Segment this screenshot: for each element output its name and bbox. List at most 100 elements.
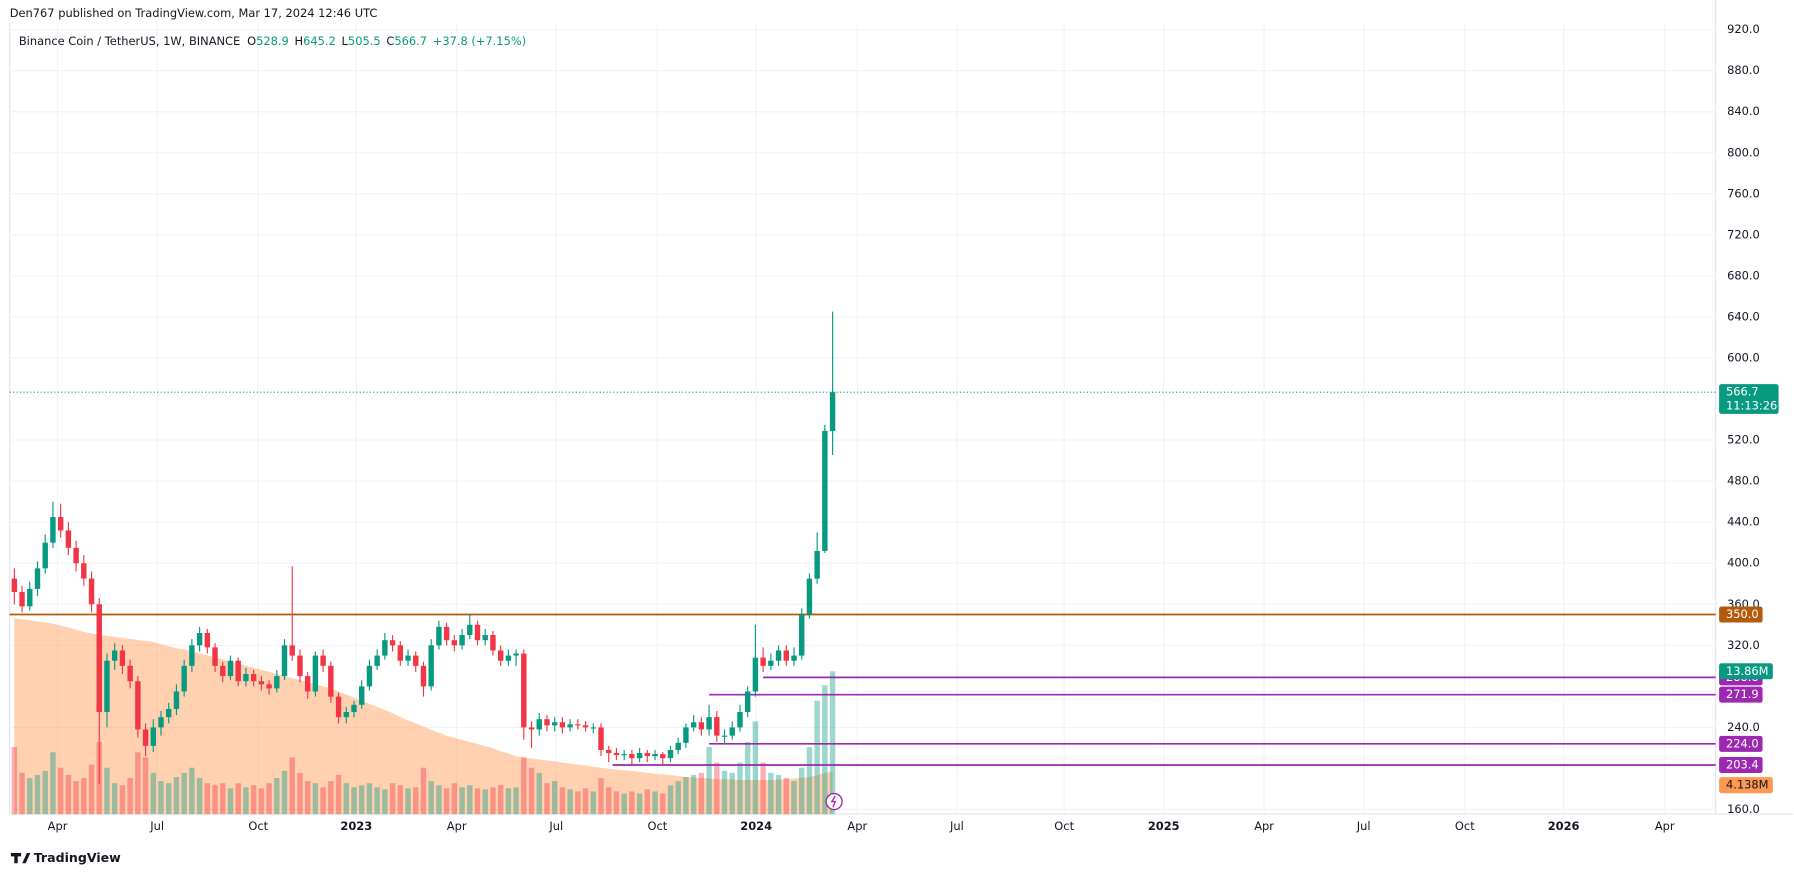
volume-pane	[11, 618, 836, 815]
candle-body	[127, 665, 133, 682]
candle-body	[57, 517, 64, 531]
y-tick-label: 880.0	[1727, 63, 1760, 77]
volume-bar	[675, 781, 681, 815]
legend: Binance Coin / TetherUS, 1W, BINANCE O528…	[19, 34, 526, 48]
volume-bar	[544, 783, 550, 815]
volume-bar	[582, 788, 589, 815]
candle-body	[366, 665, 373, 687]
candle-body	[660, 754, 666, 759]
volume-bar	[104, 767, 110, 815]
candle-body	[258, 681, 265, 685]
candle-body	[166, 708, 172, 718]
volume-bar	[181, 772, 187, 815]
candle-body	[606, 749, 612, 754]
volume-bar	[389, 783, 396, 815]
y-tick-label: 440.0	[1727, 515, 1760, 529]
volume-bar	[667, 785, 674, 815]
volume-bar	[690, 774, 697, 815]
x-tick-label: Apr	[1655, 819, 1675, 833]
candle-body	[212, 647, 218, 666]
level-label: 203.4	[1726, 757, 1759, 771]
candle-body	[551, 722, 558, 726]
candle-body	[96, 604, 102, 713]
volume-bar	[606, 787, 612, 815]
candle-body	[243, 674, 249, 682]
volume-tag	[1719, 663, 1773, 680]
candle-body	[513, 653, 519, 656]
icon-bolt	[830, 795, 837, 808]
candle-body	[173, 691, 180, 709]
candle-body	[405, 655, 411, 661]
volume-ma-tag	[1719, 777, 1773, 794]
y-tick-label: 240.0	[1727, 720, 1760, 734]
candle-body	[698, 722, 705, 730]
level-label: 224.0	[1726, 736, 1759, 750]
volume-bar	[729, 772, 735, 815]
level-label: 350.0	[1726, 607, 1759, 621]
volume-bar	[312, 783, 319, 815]
volume-bar	[189, 767, 195, 815]
volume-bar	[142, 757, 149, 815]
x-tick-label: 2024	[740, 819, 772, 833]
volume-bar	[111, 783, 118, 815]
volume-bar	[413, 787, 419, 815]
candle-body	[274, 676, 280, 689]
candle-body	[806, 578, 813, 615]
volume-bar	[698, 772, 705, 815]
volume-bar	[150, 772, 156, 815]
candle-body	[111, 650, 118, 661]
level-label: 271.9	[1726, 687, 1759, 701]
candle-body	[443, 626, 450, 641]
candle-body	[135, 681, 141, 730]
volume-bar	[806, 747, 813, 815]
volume-bar	[683, 777, 689, 815]
volume-bar	[474, 788, 481, 815]
x-tick-label: Oct	[647, 819, 667, 833]
volume-bar	[721, 770, 728, 815]
volume-bar	[791, 781, 797, 815]
volume-bar	[258, 788, 265, 815]
volume-bar	[451, 783, 458, 815]
volume-bar	[613, 791, 620, 815]
candle-body	[644, 753, 651, 757]
candle-body	[752, 657, 759, 692]
x-tick-label: Jul	[949, 819, 964, 833]
candle-body	[737, 712, 743, 728]
volume-bar	[135, 752, 141, 815]
y-tick-label: 840.0	[1727, 104, 1760, 118]
candle-body	[289, 645, 295, 656]
candle-body	[181, 665, 187, 692]
candle-body	[50, 517, 56, 543]
candle-body	[760, 657, 766, 666]
volume-bar	[297, 772, 303, 815]
volume-bar	[536, 772, 542, 815]
volume-bar	[744, 741, 751, 815]
volume-bar	[814, 700, 820, 815]
volume-bar	[559, 787, 566, 815]
c-value: 566.7	[394, 34, 427, 48]
volume-bar	[65, 774, 72, 815]
candle-body	[559, 722, 566, 728]
last-price-tag	[1719, 384, 1779, 414]
candle-body	[729, 727, 735, 736]
y-tick-label: 480.0	[1727, 474, 1760, 488]
candle-body	[783, 650, 789, 661]
candle-body	[482, 635, 488, 641]
candle-body	[374, 655, 380, 666]
volume-bar	[714, 762, 720, 815]
candle-body	[683, 727, 689, 743]
volume-bar	[220, 783, 226, 815]
volume-bar	[636, 793, 643, 815]
volume-bar	[73, 781, 79, 815]
candle-body	[714, 717, 720, 736]
candle-body	[490, 635, 496, 651]
volume-bar	[235, 783, 241, 815]
y-tick-label: 160.0	[1727, 802, 1760, 816]
candle-body	[621, 754, 627, 756]
volume-bar	[266, 783, 272, 815]
volume-bar	[482, 789, 488, 815]
candle-body	[814, 550, 820, 579]
brand: TradingView	[34, 850, 121, 865]
